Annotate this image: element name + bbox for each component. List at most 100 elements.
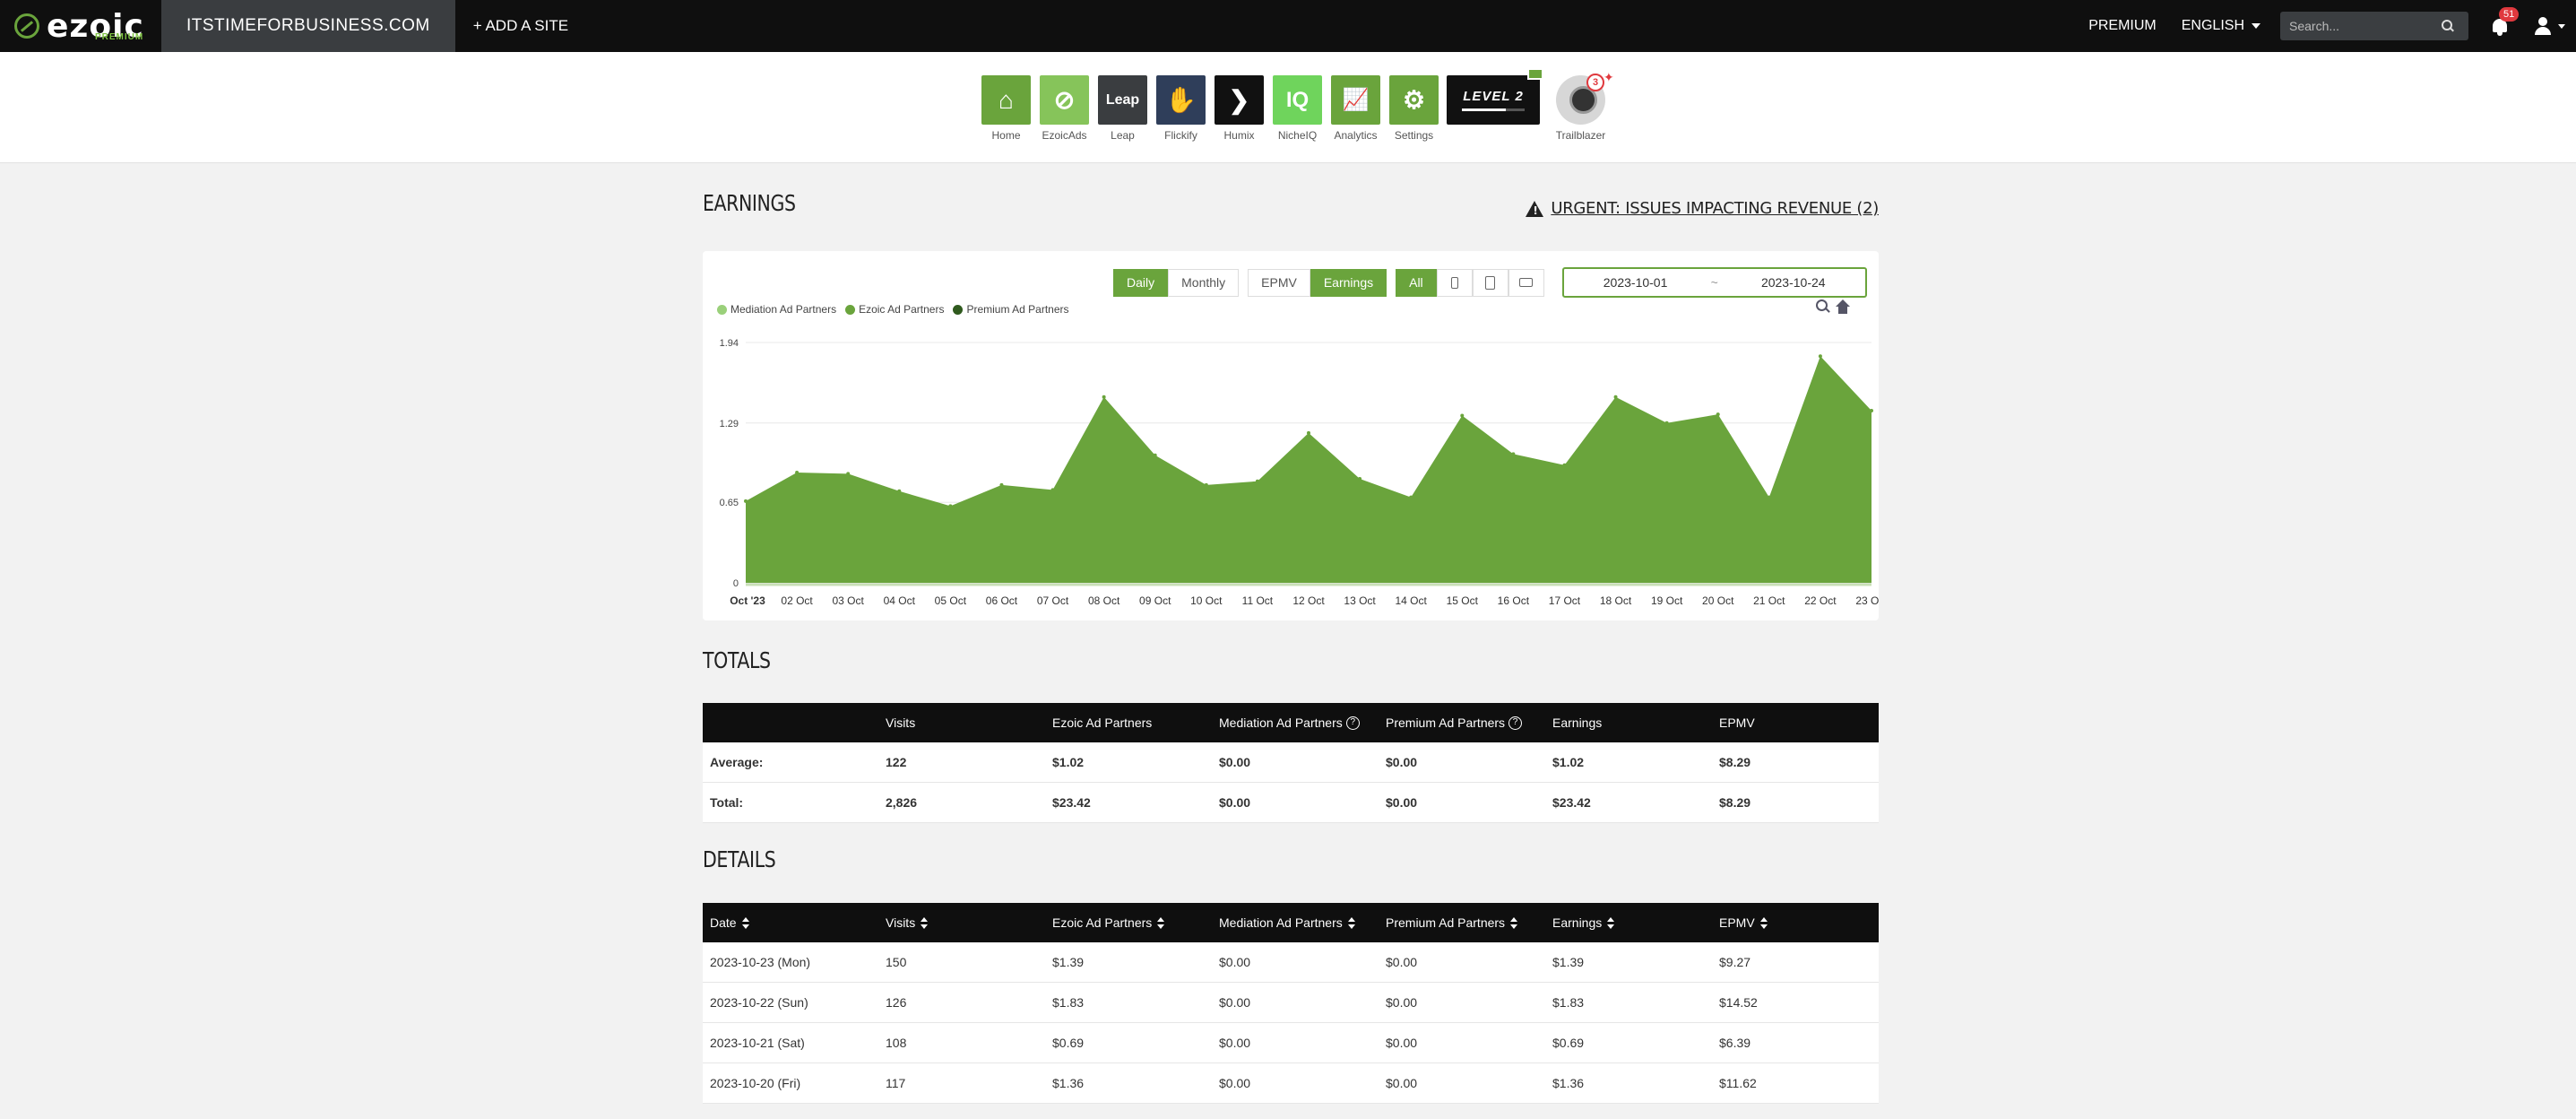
legend-item[interactable]: Premium Ad Partners (953, 303, 1069, 316)
data-point[interactable] (1562, 463, 1567, 467)
app-ezoicads[interactable]: ⊘ EzoicAds (1035, 75, 1094, 142)
help-icon[interactable]: ? (1345, 716, 1360, 731)
column-header[interactable]: Premium Ad Partners (1386, 915, 1552, 930)
data-point[interactable] (1767, 495, 1771, 499)
app-label: Settings (1394, 129, 1434, 142)
table-cell: $8.29 (1719, 795, 1751, 810)
data-point[interactable] (744, 499, 748, 503)
totals-table: Visits Ezoic Ad Partners Mediation Ad Part… (703, 703, 1879, 823)
user-menu-chevron-icon[interactable] (2558, 23, 2565, 29)
data-point[interactable] (1050, 488, 1055, 492)
column-header[interactable]: Ezoic Ad Partners (1052, 915, 1219, 930)
totals-header-row: Visits Ezoic Ad Partners Mediation Ad Part… (703, 703, 1879, 742)
data-point[interactable] (1204, 482, 1208, 487)
mobile-device-button[interactable] (1436, 268, 1473, 297)
bell-icon (2493, 19, 2507, 32)
app-label: Flickify (1164, 129, 1197, 142)
data-point[interactable] (1716, 412, 1720, 417)
monthly-button[interactable]: Monthly (1168, 268, 1240, 297)
app-settings[interactable]: ⚙ Settings (1385, 75, 1443, 142)
data-point[interactable] (1153, 453, 1157, 457)
daily-button[interactable]: Daily (1113, 268, 1169, 297)
table-cell: 108 (886, 1036, 907, 1050)
date-range-picker[interactable]: 2023-10-01 ~ 2023-10-24 (1561, 267, 1867, 298)
app-flickify[interactable]: ✋ Flickify (1152, 75, 1210, 142)
data-point[interactable] (1460, 413, 1465, 418)
legend-item[interactable]: Mediation Ad Partners (717, 303, 836, 316)
search-input[interactable] (2289, 19, 2442, 33)
column-header[interactable]: Date (703, 915, 886, 930)
tablet-device-button[interactable] (1472, 268, 1508, 297)
legend-item[interactable]: Ezoic Ad Partners (845, 303, 944, 316)
period-toggle: Daily Monthly (1113, 268, 1240, 297)
column-header-label: Ezoic Ad Partners (1052, 915, 1153, 930)
table-row: 2023-10-21 (Sat) 108 $0.69 $0.00 $0.00 $0.69 $… (703, 1023, 1879, 1063)
data-point[interactable] (846, 472, 851, 476)
epmv-button[interactable]: EPMV (1248, 268, 1310, 297)
sort-icon[interactable] (921, 917, 929, 930)
premium-link[interactable]: PREMIUM (2088, 18, 2157, 33)
data-point[interactable] (897, 489, 902, 493)
desktop-device-button[interactable] (1508, 268, 1544, 297)
trailblazer-button[interactable]: 3 ✦ Trailblazer (1547, 70, 1614, 142)
table-cell: $0.00 (1386, 955, 1418, 969)
add-site-link[interactable]: + ADD A SITE (472, 17, 569, 34)
x-tick-label: 09 Oct (1139, 594, 1171, 607)
table-cell: $23.42 (1052, 795, 1091, 810)
reset-zoom-home-icon[interactable] (1836, 299, 1850, 314)
app-home[interactable]: ⌂ Home (977, 75, 1035, 142)
sort-icon[interactable] (1607, 917, 1615, 930)
data-point[interactable] (1358, 476, 1362, 481)
data-point[interactable] (1409, 495, 1413, 499)
language-dropdown[interactable]: ENGLISH (2182, 18, 2260, 34)
column-header-label: Premium Ad Partners (1386, 715, 1506, 730)
data-point[interactable] (1818, 354, 1822, 359)
app-analytics[interactable]: 📈 Analytics (1327, 75, 1385, 142)
sort-icon[interactable] (1759, 917, 1768, 930)
app-leap[interactable]: Leap Leap (1094, 75, 1152, 142)
column-header[interactable]: Visits (886, 915, 1052, 930)
series-area-ezoic[interactable] (746, 356, 1871, 583)
data-point[interactable] (795, 471, 800, 475)
data-point[interactable] (1255, 479, 1259, 483)
zoom-icon[interactable] (1816, 299, 1830, 314)
table-row: 2023-10-22 (Sun) 126 $1.83 $0.00 $0.00 $1.83 $… (703, 983, 1879, 1023)
sort-icon[interactable] (1510, 917, 1518, 930)
level-badge[interactable]: LEVEL 2 (1447, 68, 1543, 125)
data-point[interactable] (1613, 395, 1618, 399)
sort-icon[interactable] (741, 917, 749, 930)
table-cell: $0.00 (1219, 1076, 1251, 1090)
data-point[interactable] (948, 504, 953, 508)
ezoic-logo[interactable]: ezoic PREMIUM (0, 0, 161, 52)
sort-icon[interactable] (1347, 917, 1355, 930)
settings-icon: ⚙ (1389, 75, 1439, 125)
sort-icon[interactable] (1157, 917, 1165, 930)
help-icon[interactable]: ? (1508, 716, 1523, 731)
table-cell: 122 (886, 755, 907, 769)
notifications-button[interactable]: 51 (2490, 7, 2520, 36)
data-point[interactable] (1102, 395, 1106, 399)
legend-label: Mediation Ad Partners (730, 303, 837, 316)
site-selector[interactable]: ITSTIMEFORBUSINESS.COM (161, 0, 455, 52)
app-humix[interactable]: ❯ Humix (1210, 75, 1268, 142)
column-header[interactable]: Earnings (1552, 915, 1719, 930)
data-point[interactable] (1511, 452, 1516, 456)
sparkle-icon: ✦ (1604, 70, 1614, 84)
column-header[interactable]: Mediation Ad Partners (1219, 915, 1386, 930)
all-devices-button[interactable]: All (1396, 268, 1437, 297)
language-label: ENGLISH (2181, 18, 2244, 33)
user-icon[interactable] (2533, 16, 2553, 36)
earnings-button[interactable]: Earnings (1310, 268, 1387, 297)
table-row: 2023-10-20 (Fri) 117 $1.36 $0.00 $0.00 $1.36 $… (703, 1063, 1879, 1104)
search-icon[interactable] (2442, 20, 2454, 32)
urgent-issues-link[interactable]: URGENT: ISSUES IMPACTING REVENUE (2) (1526, 199, 1879, 218)
data-point[interactable] (1870, 408, 1873, 412)
column-header[interactable]: EPMV (1719, 915, 1879, 930)
table-cell: $11.62 (1719, 1076, 1757, 1090)
data-point[interactable] (1307, 430, 1310, 435)
nicheiq-icon: IQ (1273, 75, 1322, 125)
app-nicheiq[interactable]: IQ NicheIQ (1268, 75, 1327, 142)
data-point[interactable] (1664, 421, 1669, 425)
data-point[interactable] (999, 482, 1004, 487)
table-cell: 2023-10-22 (Sun) (710, 995, 808, 1010)
